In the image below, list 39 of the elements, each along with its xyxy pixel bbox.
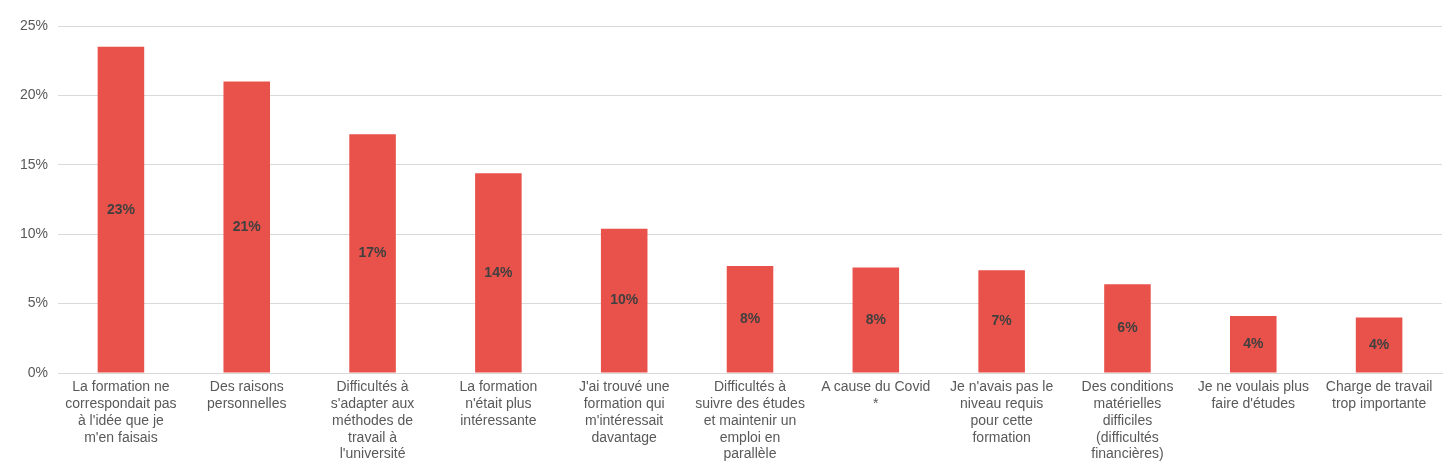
x-tick-label: La formation n'était plus intéressante — [459, 378, 538, 428]
bar — [1230, 316, 1277, 373]
bar — [600, 228, 648, 373]
bar — [726, 266, 774, 373]
bar — [852, 267, 900, 373]
data-label: 14% — [484, 263, 513, 280]
x-tick-label: A cause du Covid * — [821, 378, 931, 412]
x-tick-label: Je ne voulais plus faire d'études — [1197, 378, 1309, 412]
data-label: 6% — [1117, 319, 1139, 336]
y-tick-label: 20% — [19, 86, 49, 103]
bar — [475, 173, 522, 373]
data-label: 10% — [610, 291, 639, 308]
data-label: 7% — [991, 312, 1013, 329]
x-tick-label: La formation ne correspondait pas à l'idée que je m'en faisais — [65, 378, 177, 445]
bar — [978, 270, 1025, 373]
data-label: 17% — [358, 244, 388, 261]
y-tick-label: 15% — [19, 155, 49, 172]
x-tick-label: Charge de travail trop importante — [1325, 378, 1433, 412]
data-label: 8% — [739, 310, 761, 327]
bar — [1104, 284, 1151, 373]
y-tick-label: 25% — [19, 16, 49, 33]
bar — [349, 134, 396, 373]
data-label: 23% — [106, 200, 136, 217]
data-label: 4% — [1368, 335, 1390, 352]
y-tick-label: 5% — [27, 294, 49, 311]
bar — [223, 81, 271, 373]
data-label: 21% — [232, 217, 262, 234]
data-label: 8% — [865, 310, 887, 327]
x-tick-label: Des conditions matérielles difficiles (difficultés financières) — [1081, 378, 1174, 462]
x-tick-label: Je n'avais pas le niveau requis pour cette formation — [950, 378, 1054, 445]
bar — [97, 46, 145, 373]
x-tick-label: Difficultés à s'adapter aux méthodes de travail à l'université — [330, 378, 415, 462]
x-tick-label: J'ai trouvé une formation qui m'intéressait davantage — [578, 378, 670, 445]
y-tick-label: 10% — [19, 225, 49, 242]
bar — [1355, 317, 1403, 373]
data-label: 4% — [1243, 335, 1264, 352]
x-tick-label: Difficultés à suivre des études et maintenir un emploi en parallèle — [695, 378, 805, 462]
y-tick-label: 0% — [27, 363, 49, 380]
x-tick-label: Des raisons personnelles — [207, 378, 287, 412]
